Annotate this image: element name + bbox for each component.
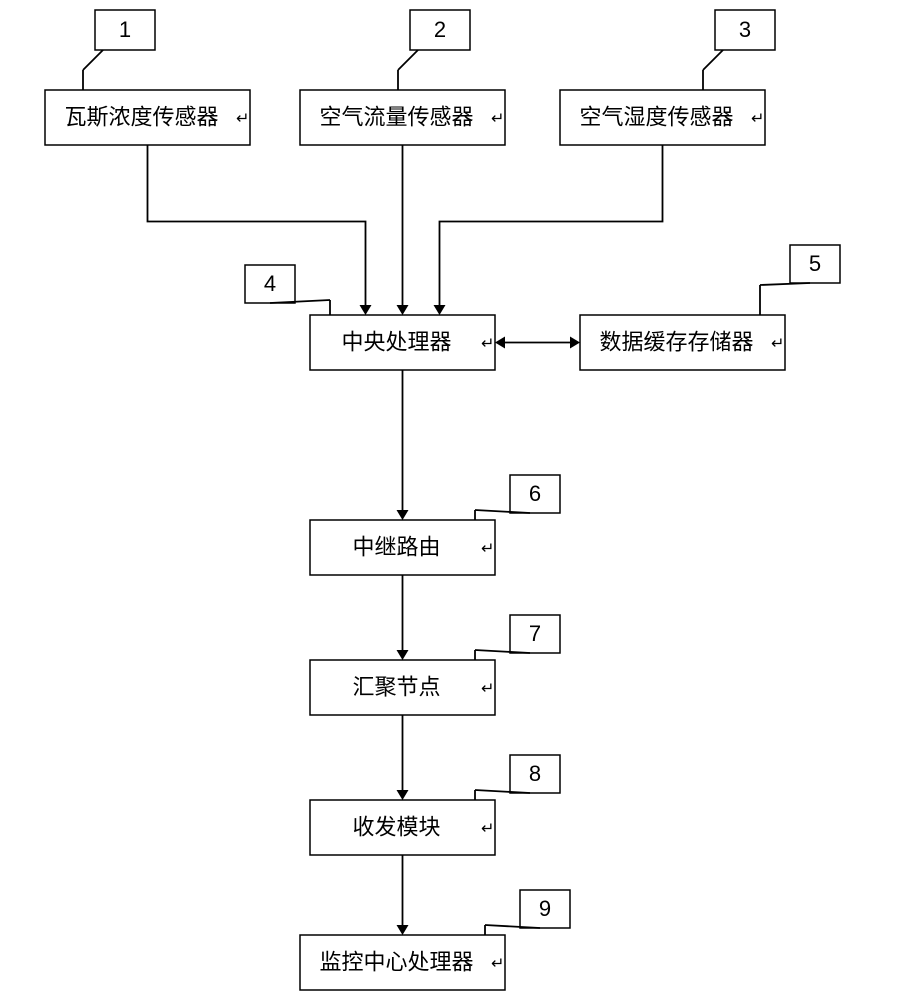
node-label-n4: 中央处理器 (341, 329, 451, 354)
return-mark: ↵ (481, 541, 494, 558)
return-mark: ↵ (236, 111, 249, 128)
callout-num-1: 1 (119, 17, 131, 42)
return-mark: ↵ (751, 111, 764, 128)
node-label-n3: 空气湿度传感器 (579, 104, 733, 129)
flowchart-canvas: 瓦斯浓度传感器 ↵ 空气流量传感器 ↵ 空气湿度传感器 ↵ 中央处理器 ↵ 数据缓存存储器 ↵ 中继… (0, 0, 898, 1000)
node-label-n8: 收发模块 (352, 814, 440, 839)
node-label-n6: 中继路由 (352, 534, 440, 559)
callout-num-3: 3 (739, 17, 751, 42)
callout-num-7: 7 (529, 621, 541, 646)
return-mark: ↵ (481, 821, 494, 838)
callout-num-5: 5 (809, 251, 821, 276)
node-label-n9: 监控中心处理器 (319, 949, 473, 974)
node-label-n1: 瓦斯浓度传感器 (64, 104, 218, 129)
return-mark: ↵ (481, 336, 494, 353)
node-label-n7: 汇聚节点 (352, 674, 440, 699)
callout-num-4: 4 (264, 271, 276, 296)
callout-num-9: 9 (539, 896, 551, 921)
return-mark: ↵ (771, 336, 784, 353)
return-mark: ↵ (481, 681, 494, 698)
node-label-n2: 空气流量传感器 (319, 104, 473, 129)
return-mark: ↵ (491, 956, 504, 973)
callout-num-6: 6 (529, 481, 541, 506)
callout-num-2: 2 (434, 17, 446, 42)
node-label-n5: 数据缓存存储器 (599, 329, 753, 354)
return-mark: ↵ (491, 111, 504, 128)
callout-num-8: 8 (529, 761, 541, 786)
